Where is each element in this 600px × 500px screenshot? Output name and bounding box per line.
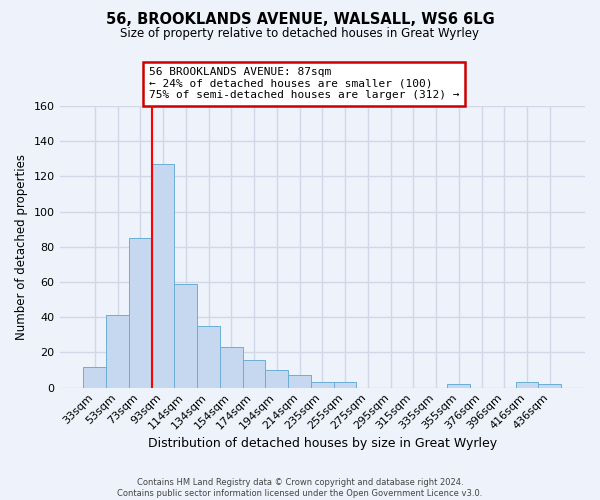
Bar (129, 238, 152, 388)
Bar (311, 382, 334, 388)
Bar (242, 360, 265, 388)
Bar (197, 326, 220, 388)
Text: Size of property relative to detached houses in Great Wyrley: Size of property relative to detached ho… (121, 28, 479, 40)
Bar (152, 164, 175, 388)
Bar (334, 382, 356, 388)
X-axis label: Distribution of detached houses by size in Great Wyrley: Distribution of detached houses by size … (148, 437, 497, 450)
Bar (175, 284, 197, 388)
Text: 56 BROOKLANDS AVENUE: 87sqm
← 24% of detached houses are smaller (100)
75% of se: 56 BROOKLANDS AVENUE: 87sqm ← 24% of det… (149, 67, 460, 100)
Bar (106, 316, 129, 388)
Text: 56, BROOKLANDS AVENUE, WALSALL, WS6 6LG: 56, BROOKLANDS AVENUE, WALSALL, WS6 6LG (106, 12, 494, 28)
Bar (265, 370, 288, 388)
Bar (220, 347, 242, 388)
Bar (538, 384, 561, 388)
Bar (515, 382, 538, 388)
Bar (83, 366, 106, 388)
Y-axis label: Number of detached properties: Number of detached properties (15, 154, 28, 340)
Text: Contains HM Land Registry data © Crown copyright and database right 2024.
Contai: Contains HM Land Registry data © Crown c… (118, 478, 482, 498)
Bar (448, 384, 470, 388)
Bar (288, 376, 311, 388)
